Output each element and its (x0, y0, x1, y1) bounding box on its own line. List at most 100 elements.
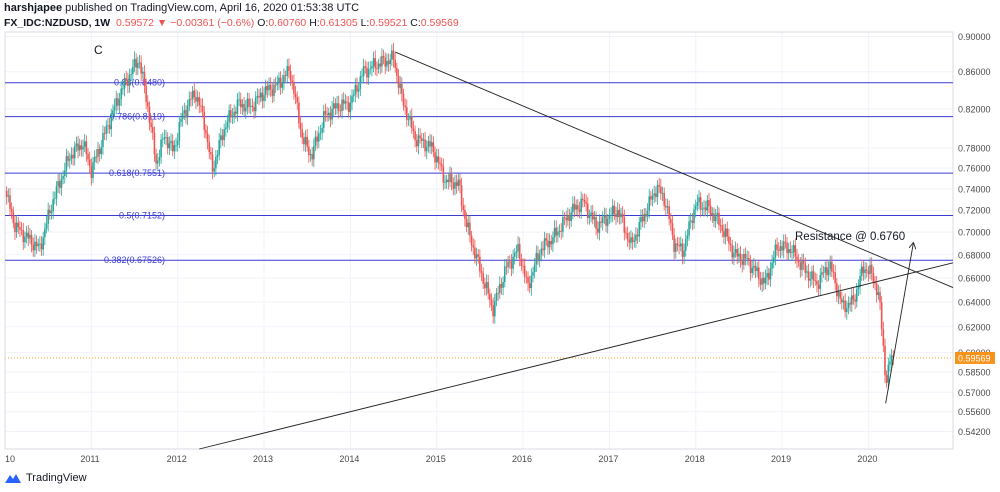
candle-body (346, 101, 348, 103)
candle-body (459, 179, 461, 186)
candle-body (366, 67, 368, 78)
candle-body (484, 283, 486, 289)
candle-body (844, 300, 846, 312)
candle-body (437, 156, 440, 163)
candle-body (263, 95, 265, 101)
brand-label[interactable]: TradingView (26, 472, 87, 484)
candle-body (304, 136, 307, 145)
candle-body (485, 282, 488, 289)
candle-body (678, 245, 680, 247)
candle-body (766, 272, 768, 278)
candle-body (603, 215, 606, 218)
candle-body (487, 282, 489, 294)
candle-body (537, 253, 539, 260)
candle-body (244, 107, 247, 112)
candle-body (434, 152, 436, 163)
candle-body (342, 99, 345, 104)
candle-body (874, 281, 876, 284)
fib-label: 0.786(0.8119) (110, 112, 165, 122)
candle-body (329, 112, 332, 120)
candle-body (314, 136, 317, 147)
candle-body (183, 110, 186, 114)
y-tick-label: 0.72000 (958, 206, 991, 216)
candle-body (867, 270, 870, 275)
candle-body (397, 75, 400, 88)
candle-body (58, 181, 61, 188)
candle-body (457, 179, 460, 187)
candle-body (60, 178, 63, 188)
candle-body (145, 86, 147, 102)
y-tick-label: 0.55600 (958, 407, 991, 417)
candle-body (601, 217, 604, 223)
candle-body (711, 213, 714, 216)
publisher-name[interactable]: harshjapee (4, 2, 63, 14)
candle-body (837, 291, 840, 297)
candle-body (469, 222, 471, 236)
candle-body (361, 75, 363, 77)
candle-body (356, 85, 358, 92)
candle-body (696, 202, 699, 206)
candle-body (522, 265, 524, 267)
candle-body (450, 174, 453, 183)
candle-body (30, 234, 33, 245)
candle-body (812, 271, 815, 281)
candle-body (150, 122, 152, 128)
candle-body (135, 58, 137, 68)
candle-body (218, 140, 220, 155)
symbol-label[interactable]: FX_IDC:NZDUSD, 1W (4, 17, 111, 29)
candle-body (666, 206, 669, 208)
candle-body (533, 264, 536, 273)
candle-body (427, 141, 430, 147)
candle-body (391, 50, 393, 60)
candle-body (462, 205, 465, 210)
candle-body (736, 249, 739, 257)
candle-body (829, 261, 831, 270)
candle-body (723, 231, 725, 238)
candle-body (792, 245, 795, 253)
candle-body (824, 267, 827, 273)
published-text: published on TradingView.com, April 16, … (65, 2, 360, 14)
candle-body (595, 217, 597, 229)
candle-body (133, 58, 136, 67)
candle-body (782, 241, 785, 251)
candle-body (445, 179, 448, 183)
candle-body (822, 272, 825, 274)
candle-body (352, 94, 355, 97)
candle-body (303, 137, 305, 145)
candle-body (349, 102, 352, 113)
candle-body (520, 258, 523, 266)
candle-body (409, 115, 411, 120)
candle-body (63, 170, 66, 177)
candle-body (105, 125, 108, 134)
candle-body (274, 84, 277, 86)
candle-body (480, 271, 483, 274)
candle-body (279, 77, 282, 88)
candle-body (406, 107, 408, 120)
candle-body (530, 275, 533, 289)
candle-body (864, 269, 866, 273)
candle-body (817, 284, 820, 289)
candle-body (676, 243, 679, 246)
candle-body (623, 217, 626, 233)
candle-body (706, 200, 709, 211)
candle-body (98, 149, 101, 155)
fib-levels: 0.88(0.8480) 0.786(0.8119) 0.618(0.7551) 0.… (5, 78, 953, 265)
candle-body (776, 244, 778, 250)
candle-body (137, 63, 139, 68)
x-tick-label: 10 (5, 454, 15, 464)
candle-body (665, 205, 667, 208)
candle-body (425, 146, 428, 152)
candle-body (45, 223, 48, 229)
candle-body (107, 125, 109, 127)
price-change: −0.00361 (−0.6%) (170, 17, 255, 29)
candle-body (610, 215, 612, 216)
candle-body (870, 264, 873, 273)
trendline (395, 51, 954, 288)
candle-body (804, 263, 807, 273)
price-tag: 0.59569 (958, 353, 991, 363)
wave-c-label: C (94, 43, 103, 57)
x-tick-label: 2020 (857, 454, 877, 464)
candle-body (513, 252, 516, 257)
candle-body (568, 215, 571, 222)
